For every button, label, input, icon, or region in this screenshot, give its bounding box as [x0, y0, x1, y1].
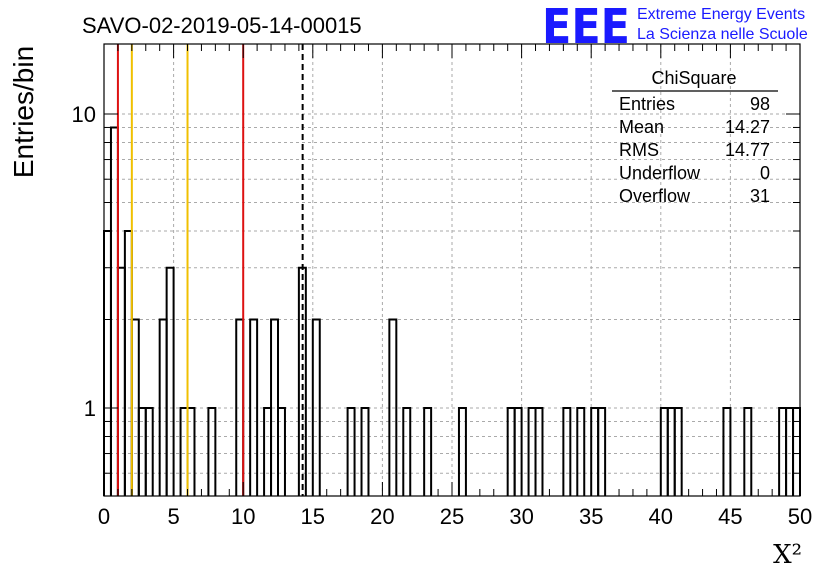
histogram-bar-15 [207, 407, 217, 496]
histogram-bar-68 [576, 407, 586, 496]
x-tick-label-2: 10 [231, 504, 255, 529]
stats-value-mean: 14.27 [725, 117, 770, 137]
x-tick-label-1: 5 [167, 504, 179, 529]
histogram-bar-89 [722, 407, 732, 496]
histogram-bar-82 [673, 407, 683, 496]
histogram-bar-9 [165, 266, 175, 496]
stats-box: ChiSquare Entries 98 Mean 14.27 RMS 14.77 Unde… [612, 68, 778, 206]
stats-value-entries: 98 [750, 94, 770, 114]
histogram-bar-28 [297, 266, 307, 496]
x-tick-label-7: 35 [579, 504, 603, 529]
x-tick-label-9: 45 [718, 504, 742, 529]
histogram-bar-92 [743, 407, 753, 496]
x-tick-label-5: 25 [440, 504, 464, 529]
stats-value-rms: 14.77 [725, 140, 770, 160]
x-tick-label-0: 0 [98, 504, 110, 529]
histogram-bar-30 [311, 318, 321, 496]
histogram-bar-1 [109, 126, 119, 496]
y-tick-label-1: 10 [72, 102, 96, 127]
histogram-bar-35 [346, 407, 356, 496]
x-tick-label-6: 30 [509, 504, 533, 529]
reference-lines [116, 44, 304, 496]
logo-mark: EEE [542, 0, 630, 55]
histogram-bar-6 [144, 407, 154, 496]
histogram-bar-51 [457, 407, 467, 496]
chart-title: SAVO-02-2019-05-14-00015 [82, 13, 362, 38]
histogram-bar-2 [116, 266, 126, 496]
stats-label-rms: RMS [619, 140, 659, 160]
histogram-bar-46 [423, 407, 433, 496]
histogram-bar-59 [513, 407, 523, 496]
stats-value-underflow: 0 [760, 163, 770, 183]
histogram-bar-41 [388, 318, 398, 496]
histogram-bar-37 [360, 407, 370, 496]
logo-line2: La Scienza nelle Scuole [637, 26, 808, 43]
histogram-bar-66 [562, 407, 572, 496]
grid [104, 44, 800, 496]
stats-title: ChiSquare [651, 68, 736, 88]
histogram-bar-3 [123, 229, 133, 496]
eee-logo: EEE Extreme Energy Events La Scienza nel… [542, 0, 808, 55]
axis-ticks: 0 5 10 15 20 25 30 35 40 45 50 1 10 [72, 44, 812, 529]
plot-frame [103, 43, 801, 497]
logo-line1: Extreme Energy Events [637, 6, 805, 23]
stats-label-overflow: Overflow [619, 186, 691, 206]
histogram-bar-25 [277, 407, 286, 496]
histogram-bar-21 [249, 318, 259, 496]
stats-label-entries: Entries [619, 94, 675, 114]
x-tick-label-4: 20 [370, 504, 394, 529]
histogram-bar-71 [597, 407, 607, 496]
x-tick-label-8: 40 [649, 504, 673, 529]
histogram-bar-0 [103, 229, 112, 496]
y-tick-label-0: 1 [84, 396, 96, 421]
stats-value-overflow: 31 [750, 186, 770, 206]
y-axis-label: Entries/bin [8, 46, 39, 178]
stats-label-mean: Mean [619, 117, 664, 137]
x-axis-label: X² [773, 540, 802, 570]
histogram-bar-43 [402, 407, 412, 496]
histogram-bar-62 [534, 407, 544, 496]
stats-label-underflow: Underflow [619, 163, 701, 183]
x-tick-label-10: 50 [788, 504, 812, 529]
x-tick-label-3: 15 [301, 504, 325, 529]
